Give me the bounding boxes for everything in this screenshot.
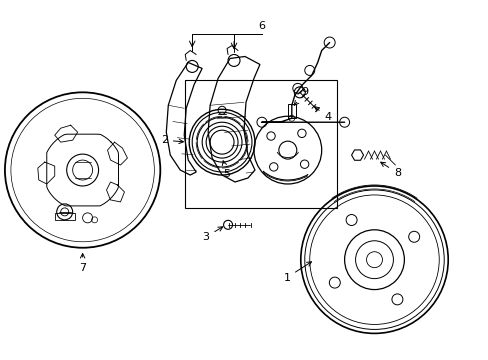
Bar — [55, 213, 75, 220]
Bar — [185, 80, 336, 208]
Bar — [287, 104, 295, 118]
Polygon shape — [208, 57, 260, 182]
Text: 4: 4 — [314, 107, 330, 122]
Polygon shape — [166, 62, 202, 175]
Text: 7: 7 — [79, 253, 86, 273]
Text: 2: 2 — [161, 135, 183, 145]
Text: 3: 3 — [202, 227, 223, 242]
Text: 9: 9 — [294, 87, 308, 105]
Text: 6: 6 — [258, 21, 265, 31]
Text: 1: 1 — [283, 262, 311, 283]
Text: 8: 8 — [380, 162, 400, 178]
Text: 5: 5 — [222, 161, 230, 179]
